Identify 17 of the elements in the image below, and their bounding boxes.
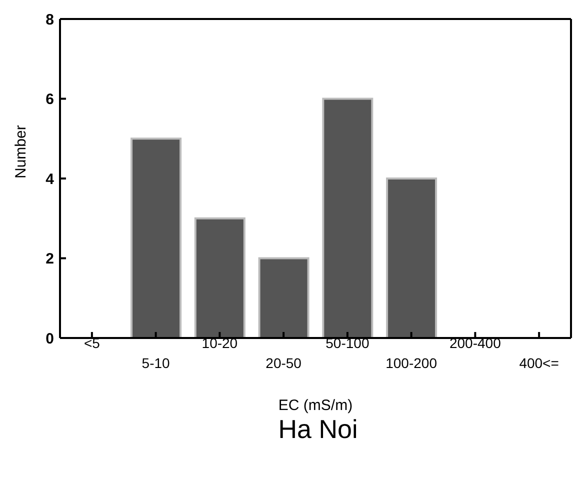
bar [322,98,374,338]
y-tick-label: 8 [46,11,54,28]
bar [258,257,310,338]
x-tick-label: 100-200 [386,355,438,371]
x-tick-label: 400<= [519,355,559,371]
bar [130,138,182,338]
x-axis-title: EC (mS/m) [278,397,353,414]
y-tick-label: 6 [46,91,54,108]
x-tick-label: 5-10 [142,355,170,371]
y-tick-label: 0 [46,330,54,348]
y-axis-title: Number [12,125,30,178]
bar [194,217,246,338]
bar [386,178,438,338]
y-tick-label: 4 [46,170,55,188]
text: Ha Noi [277,414,359,445]
x-tick-label: 20-50 [266,355,302,371]
y-tick-label: 2 [46,250,54,268]
